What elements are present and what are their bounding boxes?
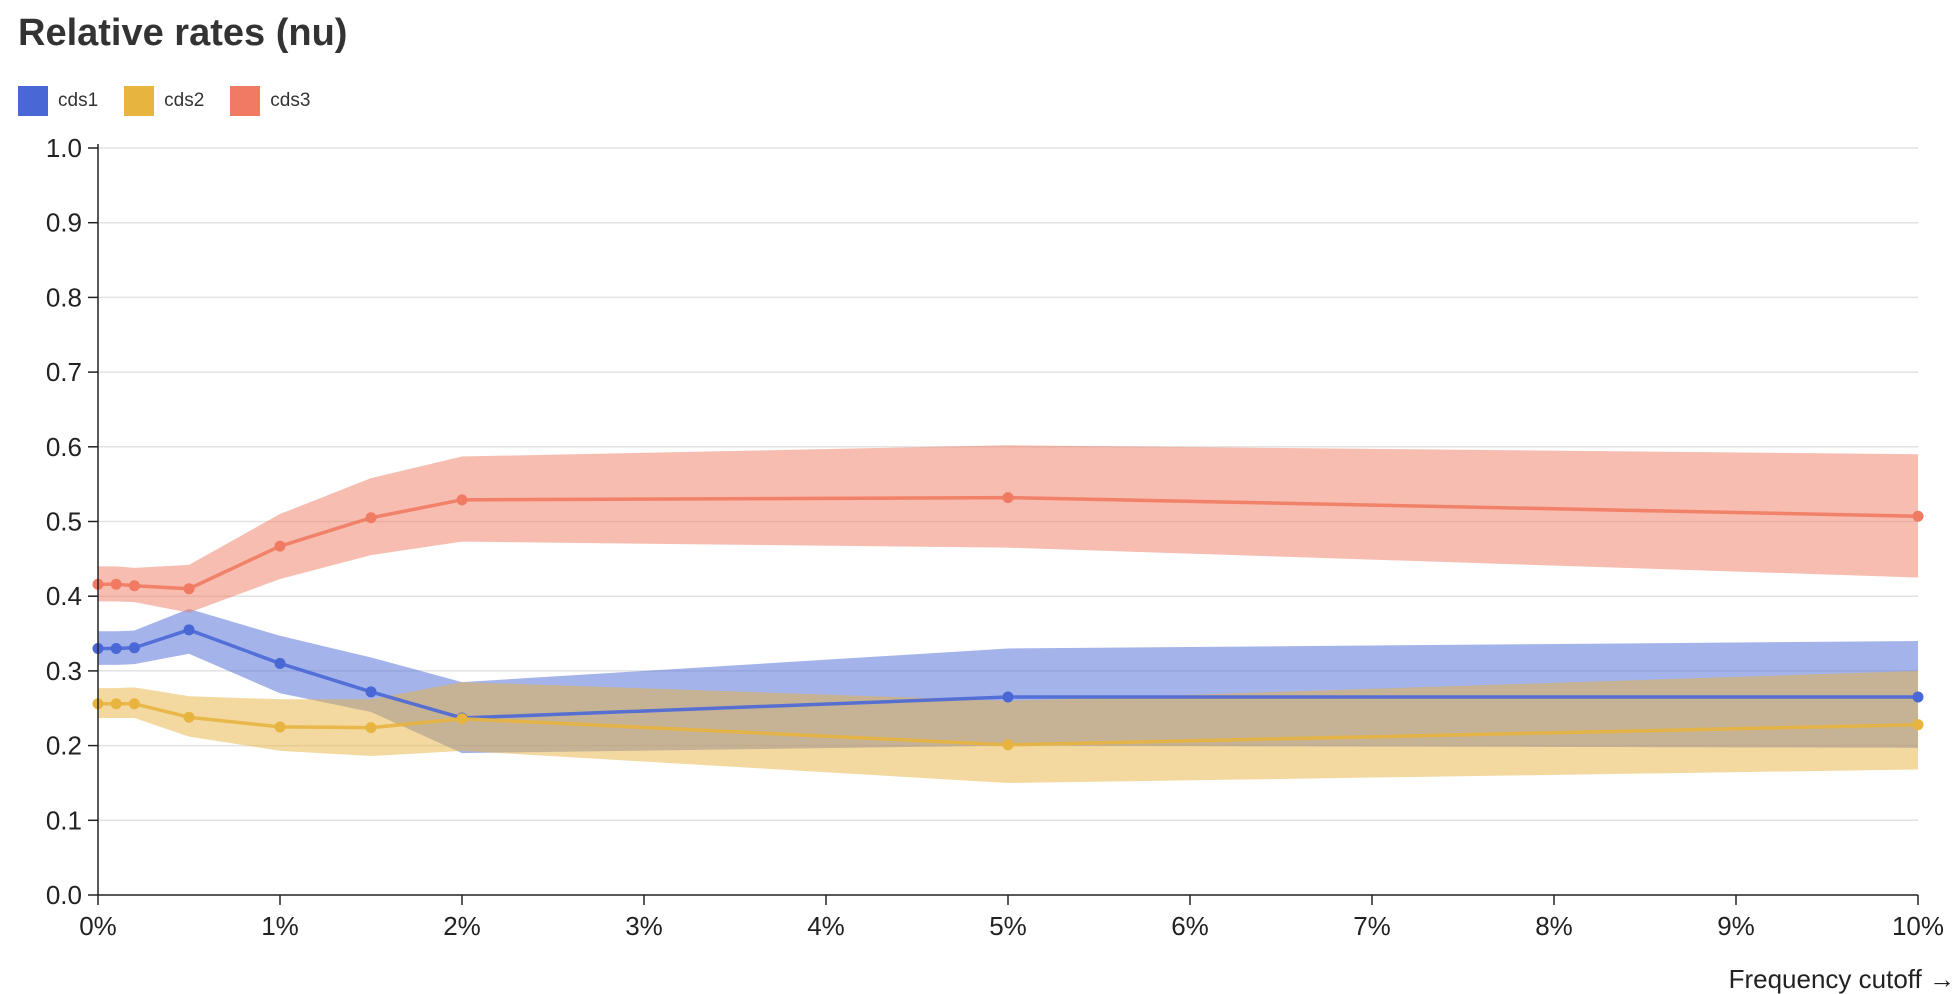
point-cds3-5 (365, 512, 377, 524)
point-cds3-7 (1002, 492, 1014, 504)
x-tick-label-4: 4% (807, 911, 845, 941)
x-tick-label-8: 8% (1535, 911, 1573, 941)
point-cds1-5 (365, 686, 377, 698)
legend-label-cds1: cds1 (58, 90, 99, 111)
point-cds2-3 (183, 711, 195, 723)
chart-title: Relative rates (nu) (18, 12, 348, 54)
legend-label-cds2: cds2 (164, 90, 205, 111)
point-cds1-2 (128, 642, 140, 654)
point-cds3-8 (1912, 510, 1924, 522)
x-tick-label-5: 5% (989, 911, 1027, 941)
y-tick-label-5: 0.5 (46, 507, 82, 537)
x-tick-label-3: 3% (625, 911, 663, 941)
legend-swatch-cds3 (230, 86, 261, 116)
x-tick-label-9: 9% (1717, 911, 1755, 941)
point-cds3-6 (456, 494, 468, 506)
point-cds2-5 (365, 722, 377, 734)
point-cds3-3 (183, 583, 195, 595)
x-tick-label-7: 7% (1353, 911, 1391, 941)
legend-swatch-cds2 (124, 86, 155, 116)
legend-label-cds3: cds3 (270, 90, 311, 111)
y-tick-label-10: 1.0 (46, 133, 82, 163)
point-cds1-7 (1002, 691, 1014, 703)
point-cds1-4 (274, 657, 286, 669)
point-cds3-2 (128, 580, 140, 592)
x-tick-label-10: 10% (1892, 911, 1944, 941)
legend-item-cds3[interactable]: cds3 (230, 86, 310, 116)
y-tick-label-3: 0.3 (46, 656, 82, 686)
legend-item-cds2[interactable]: cds2 (124, 86, 204, 116)
x-tick-label-1: 1% (261, 911, 299, 941)
point-cds2-1 (110, 698, 122, 710)
point-cds1-3 (183, 624, 195, 636)
y-tick-label-9: 0.9 (46, 208, 82, 238)
y-tick-label-4: 0.4 (46, 581, 82, 611)
x-tick-label-6: 6% (1171, 911, 1209, 941)
legend-swatch-cds1 (18, 86, 48, 116)
x-tick-label-0: 0% (79, 911, 117, 941)
legend-item-cds1[interactable]: cds1 (18, 86, 98, 116)
legend: cds1 cds2 cds3 (18, 86, 336, 116)
point-cds1-8 (1912, 691, 1924, 703)
y-tick-label-1: 0.1 (46, 805, 82, 835)
band-cds2 (98, 670, 1918, 783)
x-tick-label-2: 2% (443, 911, 481, 941)
point-cds2-7 (1002, 739, 1014, 751)
band-cds3 (98, 445, 1918, 613)
y-tick-label-6: 0.6 (46, 432, 82, 462)
point-cds3-1 (110, 578, 122, 590)
y-tick-label-2: 0.2 (46, 731, 82, 761)
x-axis-label: Frequency cutoff → (1729, 964, 1955, 994)
point-cds2-4 (274, 721, 286, 733)
y-tick-label-0: 0.0 (46, 880, 82, 910)
point-cds2-8 (1912, 719, 1924, 731)
point-cds1-1 (110, 642, 122, 654)
point-cds3-4 (274, 540, 286, 552)
y-tick-label-7: 0.7 (46, 357, 82, 387)
y-tick-label-8: 0.8 (46, 282, 82, 312)
point-cds2-2 (128, 698, 140, 710)
point-cds2-6 (456, 713, 468, 725)
